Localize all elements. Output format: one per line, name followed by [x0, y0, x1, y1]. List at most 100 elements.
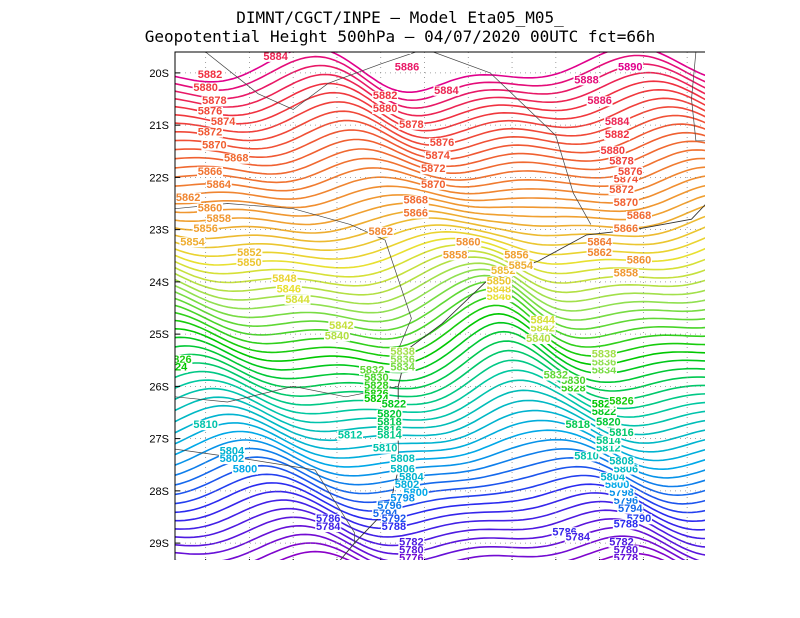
- contour-label-bg: [485, 276, 512, 287]
- contour-label-bg: [218, 446, 245, 457]
- contour-label: 5802: [220, 453, 244, 465]
- contour-label-bg: [376, 409, 403, 420]
- contour-label: 5856: [193, 223, 217, 235]
- coastline: [339, 204, 705, 560]
- contour-label-bg: [507, 260, 534, 271]
- contour-line-5832: [175, 281, 705, 332]
- contour-label-bg: [398, 119, 425, 130]
- contour-line-5790: [175, 473, 705, 514]
- state-border: [175, 203, 412, 350]
- contour-label: 5814: [377, 430, 402, 442]
- lat-tick-label: 28S: [149, 486, 169, 498]
- contour-label-bg: [192, 224, 219, 235]
- contour-line-5794: [175, 456, 705, 497]
- contour-label-bg: [389, 464, 416, 475]
- contour-label: 5820: [596, 417, 620, 429]
- contour-label-bg: [612, 519, 639, 530]
- contour-label: 5788: [614, 518, 638, 530]
- contour-label-bg: [590, 357, 617, 368]
- contour-label: 5796: [377, 500, 401, 512]
- contour-label-bg: [590, 349, 617, 360]
- state-border: [433, 52, 592, 225]
- contour-label: 5872: [421, 163, 445, 175]
- contour-label-bg: [358, 365, 385, 376]
- contour-label-bg: [604, 480, 631, 491]
- contour-label: 5866: [614, 223, 638, 235]
- contour-label: 5858: [443, 249, 467, 261]
- contour-line-5856: [175, 194, 705, 226]
- contour-label-bg: [564, 420, 591, 431]
- contour-label-bg: [232, 464, 259, 475]
- contour-label: 5788: [382, 521, 406, 533]
- contour-label-bg: [590, 407, 617, 418]
- contour-line-5828: [175, 296, 705, 349]
- contour-label: 5860: [198, 202, 222, 214]
- contour-line-5812: [175, 369, 705, 418]
- contour-label: 5870: [202, 140, 226, 152]
- contour-label: 5884: [434, 85, 459, 97]
- contour-line-5870: [175, 131, 705, 168]
- contour-label-bg: [380, 399, 407, 410]
- contour-label: 5862: [587, 247, 611, 259]
- contour-label: 5880: [373, 103, 397, 115]
- plot-frame: [174, 51, 705, 560]
- contour-line-5804: [175, 409, 705, 453]
- contour-line-5858: [175, 184, 705, 217]
- contour-label-bg: [573, 75, 600, 86]
- contour-label: 5888: [574, 74, 598, 86]
- contour-label-bg: [179, 237, 206, 248]
- contour-label-bg: [236, 258, 263, 269]
- contour-label: 5888: [386, 48, 410, 55]
- contour-label: 5826: [609, 396, 633, 408]
- contour-label-bg: [402, 208, 429, 219]
- contour-label: 5866: [404, 208, 428, 220]
- contour-label-bg: [376, 425, 403, 436]
- contour-label: 5886: [587, 95, 611, 107]
- contour-label-bg: [490, 266, 517, 277]
- contour-label: 5884: [263, 51, 288, 63]
- contour-label-bg: [503, 250, 530, 261]
- contour-label-bg: [197, 127, 224, 138]
- contour-label: 5864: [207, 179, 232, 191]
- contour-label: 5864: [587, 236, 612, 248]
- contour-label-bg: [175, 362, 188, 373]
- contour-label-bg: [363, 394, 390, 405]
- contour-label-bg: [210, 117, 237, 128]
- contour-label: 5858: [207, 213, 231, 225]
- map-title-line-2: Geopotential Height 500hPa – 04/07/2020 …: [144, 27, 656, 46]
- contour-label-bg: [599, 145, 626, 156]
- contour-label: 5878: [609, 155, 633, 167]
- contour-label: 5850: [487, 275, 511, 287]
- contour-line-5888: [175, 54, 705, 102]
- contour-label-bg: [275, 284, 302, 295]
- contour-line-5880: [175, 88, 705, 132]
- contour-label-bg: [560, 383, 587, 394]
- contour-label: 5794: [618, 503, 643, 515]
- contour-map: 5884588258805878587658745872587058685866…: [149, 48, 705, 560]
- contour-label: 5862: [368, 226, 392, 238]
- contour-label-bg: [380, 522, 407, 533]
- contour-label: 5848: [272, 273, 296, 285]
- contour-label-bg: [363, 373, 390, 384]
- contour-label: 5880: [600, 145, 624, 157]
- contour-label: 5800: [233, 464, 257, 476]
- contour-label: 5868: [627, 210, 651, 222]
- contour-label: 5840: [325, 330, 349, 342]
- contour-label: 5844: [530, 315, 555, 327]
- contour-label: 5850: [237, 257, 261, 269]
- contour-label-bg: [201, 140, 228, 151]
- contour-line-5848: [175, 230, 705, 260]
- contour-line-5850: [175, 224, 705, 251]
- contour-label: 5844: [285, 294, 310, 306]
- contour-line-5830: [175, 288, 705, 340]
- contour-label-bg: [608, 456, 635, 467]
- contour-label-bg: [529, 323, 556, 334]
- contour-label: 5824: [163, 362, 188, 374]
- contour-line-5860: [175, 175, 705, 209]
- lat-tick-label: 26S: [149, 381, 169, 393]
- contour-label-bg: [205, 213, 232, 224]
- contour-label-bg: [380, 514, 407, 525]
- contour-label: 5858: [614, 268, 638, 280]
- contour-line-5864: [175, 157, 705, 192]
- contour-label-bg: [442, 250, 469, 261]
